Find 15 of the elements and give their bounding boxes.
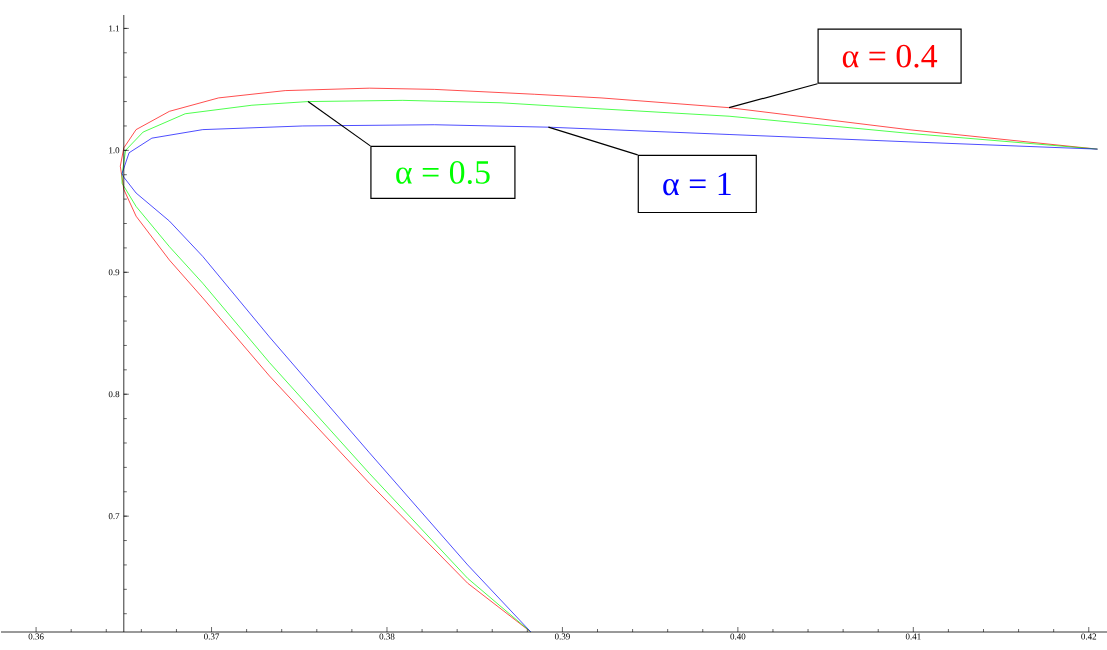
annotation: α = 0.4 — [842, 44, 938, 68]
x-tick-label: 0.38 — [379, 633, 395, 640]
y-tick-label: 0.9 — [108, 269, 120, 276]
x-tick-label: 0.41 — [905, 633, 921, 640]
annotation: α = 0.5 — [396, 160, 490, 184]
y-tick-label: 0.7 — [108, 513, 120, 520]
y-tick-label: 1.1 — [109, 25, 120, 32]
x-tick-label: 0.39 — [554, 633, 570, 640]
x-tick-label: 0.42 — [1081, 633, 1097, 640]
x-tick-label: 0.40 — [730, 633, 746, 640]
y-tick-label: 0.8 — [108, 391, 120, 398]
annotation: α = 1 — [663, 172, 731, 196]
y-tick-label: 1.0 — [109, 147, 120, 154]
x-tick-label: 0.37 — [204, 633, 220, 640]
x-tick-label: 0.36 — [28, 633, 44, 640]
